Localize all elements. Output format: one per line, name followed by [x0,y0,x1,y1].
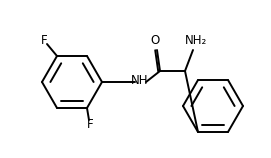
Text: NH: NH [131,75,149,88]
Text: NH₂: NH₂ [185,33,207,46]
Text: F: F [41,33,47,46]
Text: O: O [150,33,160,46]
Text: F: F [87,118,93,131]
